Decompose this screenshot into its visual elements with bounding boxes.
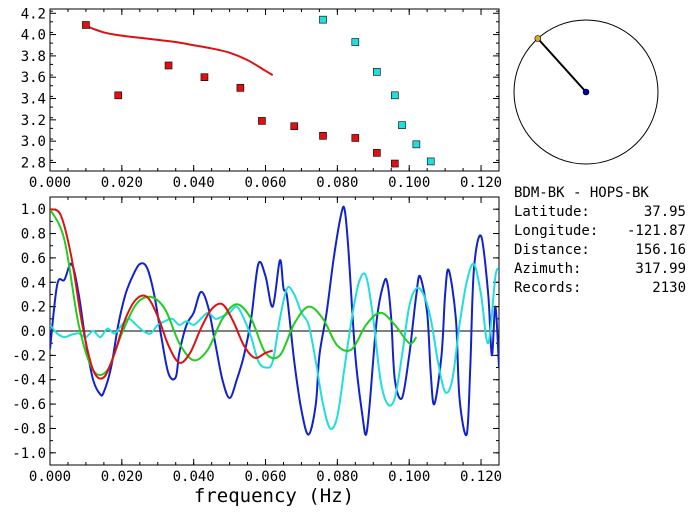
data-point-red xyxy=(319,132,327,140)
data-point-red xyxy=(114,91,123,100)
info-value: 156.16 xyxy=(635,242,686,258)
station-pair-title: BDM-BK - HOPS-BK xyxy=(514,185,649,201)
info-value: 317.99 xyxy=(635,261,686,277)
y-tick-label: 0.0 xyxy=(21,324,46,340)
y-tick-label: 0.8 xyxy=(21,227,46,243)
y-tick-label: -0.8 xyxy=(12,421,46,437)
y-tick-label: 0.2 xyxy=(21,300,46,316)
data-point-cyan xyxy=(391,91,399,100)
info-row-latitude: Latitude: 37.95 xyxy=(514,203,700,222)
y-tick-label: -0.4 xyxy=(12,373,46,389)
x-tick-label: 0.100 xyxy=(388,175,430,191)
x-tick-label: 0.060 xyxy=(244,175,286,191)
x-tick-label: 0.020 xyxy=(101,175,143,191)
x-tick-label: 0.120 xyxy=(460,469,502,485)
series-line-red xyxy=(50,208,274,380)
data-point-red xyxy=(82,21,90,29)
station-info-panel: BDM-BK - HOPS-BK Latitude: 37.95 Longitu… xyxy=(514,184,700,298)
info-label: Records: xyxy=(514,280,582,296)
azimuth-needle xyxy=(537,37,587,93)
y-tick-label: 0.6 xyxy=(21,251,46,267)
plot-frame xyxy=(49,8,500,172)
station-marker xyxy=(582,88,590,96)
y-tick-label: -0.6 xyxy=(12,397,46,413)
series-line-green xyxy=(50,208,418,377)
info-label: Azimuth: xyxy=(514,261,582,277)
x-axis-label: frequency (Hz) xyxy=(194,485,354,507)
x-tick-label: 0.080 xyxy=(316,175,358,191)
series-line-red xyxy=(85,25,274,76)
azimuth-dial xyxy=(513,19,659,165)
correlation-chart: 0.000 0.020 0.040 0.060 0.080 0.100 0.120 1.0 0.… xyxy=(12,196,502,485)
y-tick-label: 3.2 xyxy=(21,113,46,129)
data-point-red xyxy=(236,84,245,92)
info-label: Distance: xyxy=(514,242,590,258)
data-point-cyan xyxy=(426,157,435,166)
y-tick-label: 4.0 xyxy=(21,28,46,44)
y-tick-label: 1.0 xyxy=(21,202,46,218)
y-tick-label: 3.6 xyxy=(21,70,46,86)
x-tick-label: 0.120 xyxy=(460,175,502,191)
remote-station-marker xyxy=(534,35,542,42)
series-group xyxy=(85,25,274,76)
data-point-cyan xyxy=(373,68,381,76)
x-tick-label: 0.040 xyxy=(173,469,215,485)
data-point-red xyxy=(351,134,360,142)
data-point-cyan xyxy=(398,121,406,129)
data-point-red xyxy=(164,61,173,70)
series-group xyxy=(50,205,499,437)
y-tick-label: 0.4 xyxy=(21,275,46,291)
y-tick-label: 3.8 xyxy=(21,49,46,65)
info-value: 2130 xyxy=(652,280,686,296)
y-tick-label: 2.8 xyxy=(21,155,46,171)
x-tick-label: 0.000 xyxy=(29,175,71,191)
y-tick-label: 4.2 xyxy=(21,6,46,22)
data-point-red xyxy=(200,73,209,82)
info-row-records: Records: 2130 xyxy=(514,279,700,298)
data-point-cyan xyxy=(319,15,327,24)
data-point-red xyxy=(258,117,266,125)
data-point-red xyxy=(373,149,381,157)
x-tick-label: 0.100 xyxy=(388,469,430,485)
x-tick-label: 0.040 xyxy=(173,175,215,191)
y-tick-label: 3.0 xyxy=(21,134,46,150)
info-value: -121.87 xyxy=(626,223,686,239)
x-tick-label: 0.000 xyxy=(29,469,71,485)
info-row-longitude: Longitude: -121.87 xyxy=(514,222,700,241)
dial-circle xyxy=(513,19,659,165)
dispersion-chart: 0.000 0.020 0.040 0.060 0.080 0.100 0.120 2.8 3.… xyxy=(21,6,502,191)
info-label: Latitude: xyxy=(514,204,590,220)
x-tick-label: 0.020 xyxy=(101,469,143,485)
data-point-red xyxy=(290,122,299,131)
info-row-distance: Distance: 156.16 xyxy=(514,241,700,260)
data-point-red xyxy=(391,159,399,168)
y-tick-label: -0.2 xyxy=(12,348,46,364)
x-tick-label: 0.060 xyxy=(244,469,286,485)
info-value: 37.95 xyxy=(643,204,686,220)
data-point-cyan xyxy=(412,140,421,149)
x-tick-label: 0.080 xyxy=(316,469,358,485)
y-tick-label: 3.4 xyxy=(21,92,46,108)
info-row-azimuth: Azimuth: 317.99 xyxy=(514,260,700,279)
info-label: Longitude: xyxy=(514,223,599,239)
y-tick-label: -1.0 xyxy=(12,446,46,462)
data-point-cyan xyxy=(351,38,360,46)
